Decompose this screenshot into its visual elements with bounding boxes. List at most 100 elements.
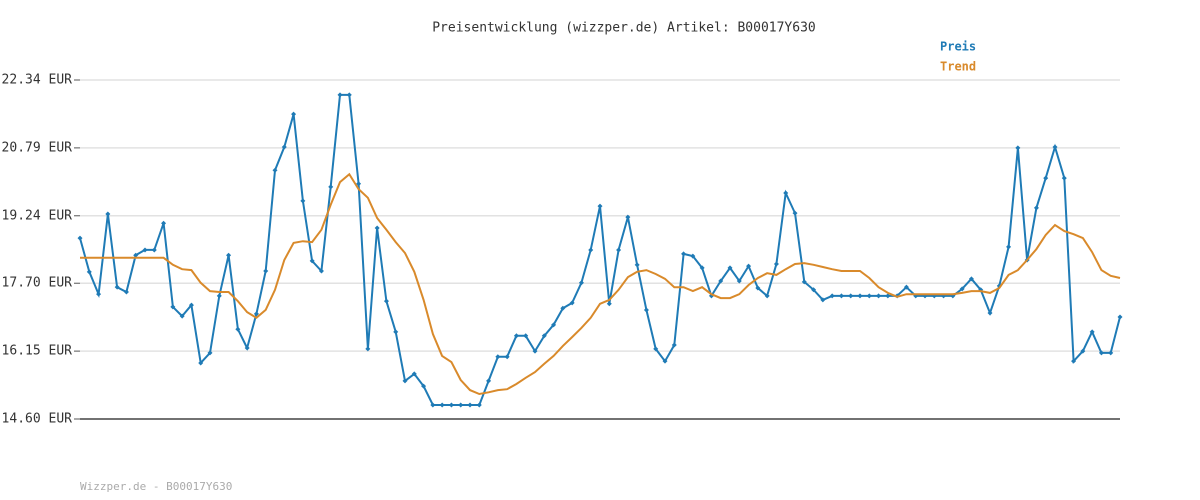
marker <box>1108 350 1114 356</box>
marker <box>857 293 863 299</box>
marker <box>328 184 334 190</box>
marker <box>736 278 742 284</box>
marker <box>486 378 492 384</box>
marker <box>356 181 362 187</box>
marker <box>523 333 529 339</box>
marker <box>653 346 659 352</box>
marker <box>346 92 352 98</box>
marker <box>1071 358 1077 364</box>
marker <box>86 269 92 275</box>
marker <box>476 402 482 408</box>
marker <box>263 268 269 274</box>
marker <box>532 348 538 354</box>
marker <box>161 220 167 226</box>
marker <box>885 293 891 299</box>
marker <box>439 402 445 408</box>
chart-title: Preisentwicklung (wizzper.de) Artikel: B… <box>432 21 816 36</box>
marker <box>811 287 817 293</box>
marker <box>430 402 436 408</box>
marker <box>300 198 306 204</box>
marker <box>848 293 854 299</box>
marker <box>179 313 185 319</box>
y-tick-label: 20.79 EUR <box>2 140 73 155</box>
marker <box>235 326 241 332</box>
marker <box>643 307 649 313</box>
legend-entry: Trend <box>940 60 976 74</box>
marker <box>866 293 872 299</box>
line-trend <box>80 172 1121 396</box>
marker <box>272 167 278 173</box>
marker <box>1033 205 1039 211</box>
marker <box>1043 175 1049 181</box>
marker <box>207 350 213 356</box>
marker <box>578 280 584 286</box>
marker <box>77 235 83 241</box>
marker <box>123 289 129 295</box>
marker <box>588 247 594 253</box>
y-tick-label: 16.15 EUR <box>2 344 73 359</box>
marker <box>597 203 603 209</box>
marker <box>421 383 427 389</box>
marker <box>393 329 399 335</box>
marker <box>411 371 417 377</box>
marker <box>727 265 733 271</box>
marker <box>226 252 232 258</box>
marker <box>569 300 575 306</box>
marker <box>133 252 139 258</box>
marker <box>616 247 622 253</box>
marker <box>838 293 844 299</box>
marker <box>402 378 408 384</box>
marker <box>151 247 157 253</box>
marker <box>671 342 677 348</box>
marker <box>448 402 454 408</box>
y-tick-label: 19.24 EUR <box>2 208 73 223</box>
marker <box>188 302 194 308</box>
marker <box>198 360 204 366</box>
marker <box>504 354 510 360</box>
marker <box>467 402 473 408</box>
marker <box>337 92 343 98</box>
marker <box>560 305 566 311</box>
marker <box>383 298 389 304</box>
marker <box>634 262 640 268</box>
marker <box>1015 145 1021 151</box>
marker <box>699 265 705 271</box>
marker <box>755 285 761 291</box>
marker <box>773 261 779 267</box>
y-tick-label: 22.34 EUR <box>2 73 73 88</box>
legend-entry: Preis <box>940 40 976 54</box>
marker <box>365 346 371 352</box>
marker <box>690 253 696 259</box>
marker <box>458 402 464 408</box>
marker <box>291 111 297 117</box>
marker <box>513 333 519 339</box>
marker <box>764 293 770 299</box>
marker <box>253 311 259 317</box>
marker <box>783 190 789 196</box>
marker <box>987 310 993 316</box>
marker <box>374 225 380 231</box>
marker <box>1061 175 1067 181</box>
marker <box>216 293 222 299</box>
marker <box>551 322 557 328</box>
marker <box>792 210 798 216</box>
marker <box>170 304 176 310</box>
marker <box>903 284 909 290</box>
marker <box>625 214 631 220</box>
marker <box>114 284 120 290</box>
marker <box>142 247 148 253</box>
marker <box>681 251 687 257</box>
marker <box>876 293 882 299</box>
marker <box>606 301 612 307</box>
y-tick-label: 14.60 EUR <box>2 412 73 427</box>
marker <box>1006 244 1012 250</box>
marker <box>829 293 835 299</box>
marker <box>244 345 250 351</box>
marker <box>968 276 974 282</box>
marker <box>495 354 501 360</box>
footer: Wizzper.de - B00017Y630 <box>80 480 232 493</box>
y-tick-label: 17.70 EUR <box>2 276 73 291</box>
marker <box>105 211 111 217</box>
marker <box>1098 350 1104 356</box>
